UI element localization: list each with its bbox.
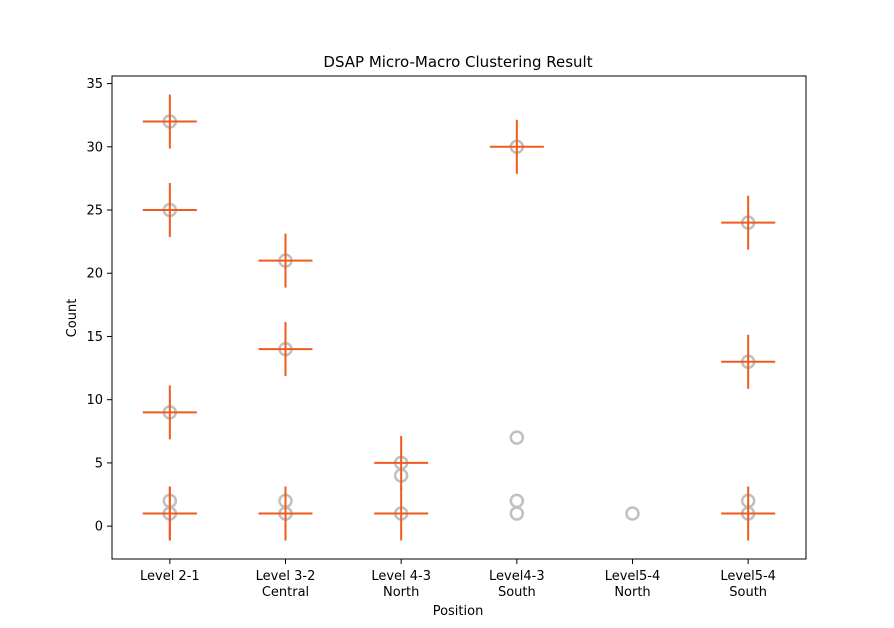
x-tick-label-5-line-0: Level5-4 (720, 569, 776, 584)
y-tick-label-2: 10 (86, 393, 103, 408)
x-tick-label-3-line-1: South (498, 585, 536, 600)
x-tick-label-2-line-0: Level 4-3 (371, 569, 431, 584)
y-tick-label-3: 15 (86, 330, 103, 345)
cluster-marker-2 (142, 385, 197, 440)
observed-point-16 (509, 493, 525, 509)
x-tick-label-4: Level5-4 North (605, 569, 661, 600)
cluster-marker-1 (142, 183, 197, 238)
x-tick-label-1-line-0: Level 3-2 (256, 569, 316, 584)
x-tick-label-3-line-0: Level4-3 (489, 569, 545, 584)
cluster-marker-8 (258, 486, 313, 541)
x-tick-label-0: Level 2-1 (140, 569, 200, 584)
x-tick-label-5-line-1: South (729, 585, 767, 600)
cluster-marker-13 (721, 334, 776, 389)
observed-points (162, 114, 756, 521)
cluster-marker-12 (721, 195, 776, 250)
x-tick-label-2: Level 4-3 North (371, 569, 431, 600)
cluster-marker-14 (721, 486, 776, 541)
y-tick-label-0: 0 (95, 520, 103, 535)
cluster-marker-5 (258, 233, 313, 288)
plot-frame (111, 75, 807, 560)
observed-point-17 (509, 506, 525, 521)
y-tick-label-6: 30 (86, 140, 103, 155)
x-tick-label-0-line-0: Level 2-1 (140, 569, 200, 584)
y-tick-label-5: 25 (86, 204, 103, 219)
cluster-marker-4 (142, 486, 197, 541)
observed-point-15 (509, 430, 525, 445)
cluster-marker-10 (374, 486, 429, 541)
chart-title: DSAP Micro-Macro Clustering Result (323, 53, 592, 71)
x-tick-label-2-line-1: North (383, 585, 419, 600)
cluster-markers (142, 94, 776, 541)
x-tick-label-1-line-1: Central (262, 585, 309, 600)
y-tick-label-7: 35 (86, 77, 103, 92)
x-tick-label-4-line-1: North (614, 585, 650, 600)
x-tick-label-5: Level5-4 South (720, 569, 776, 600)
cluster-marker-0 (142, 94, 197, 149)
y-axis-label: Count (65, 299, 80, 338)
y-tick-label-1: 5 (95, 456, 103, 471)
cluster-marker-9 (374, 435, 429, 490)
y-tick-label-4: 20 (86, 267, 103, 282)
cluster-marker-11 (489, 119, 544, 174)
x-axis-label: Position (433, 604, 484, 619)
observed-point-18 (625, 506, 640, 521)
x-tick-label-3: Level4-3 South (489, 569, 545, 600)
x-tick-label-1: Level 3-2 Central (256, 569, 316, 600)
cluster-marker-6 (258, 322, 313, 377)
x-tick-label-4-line-0: Level5-4 (605, 569, 661, 584)
